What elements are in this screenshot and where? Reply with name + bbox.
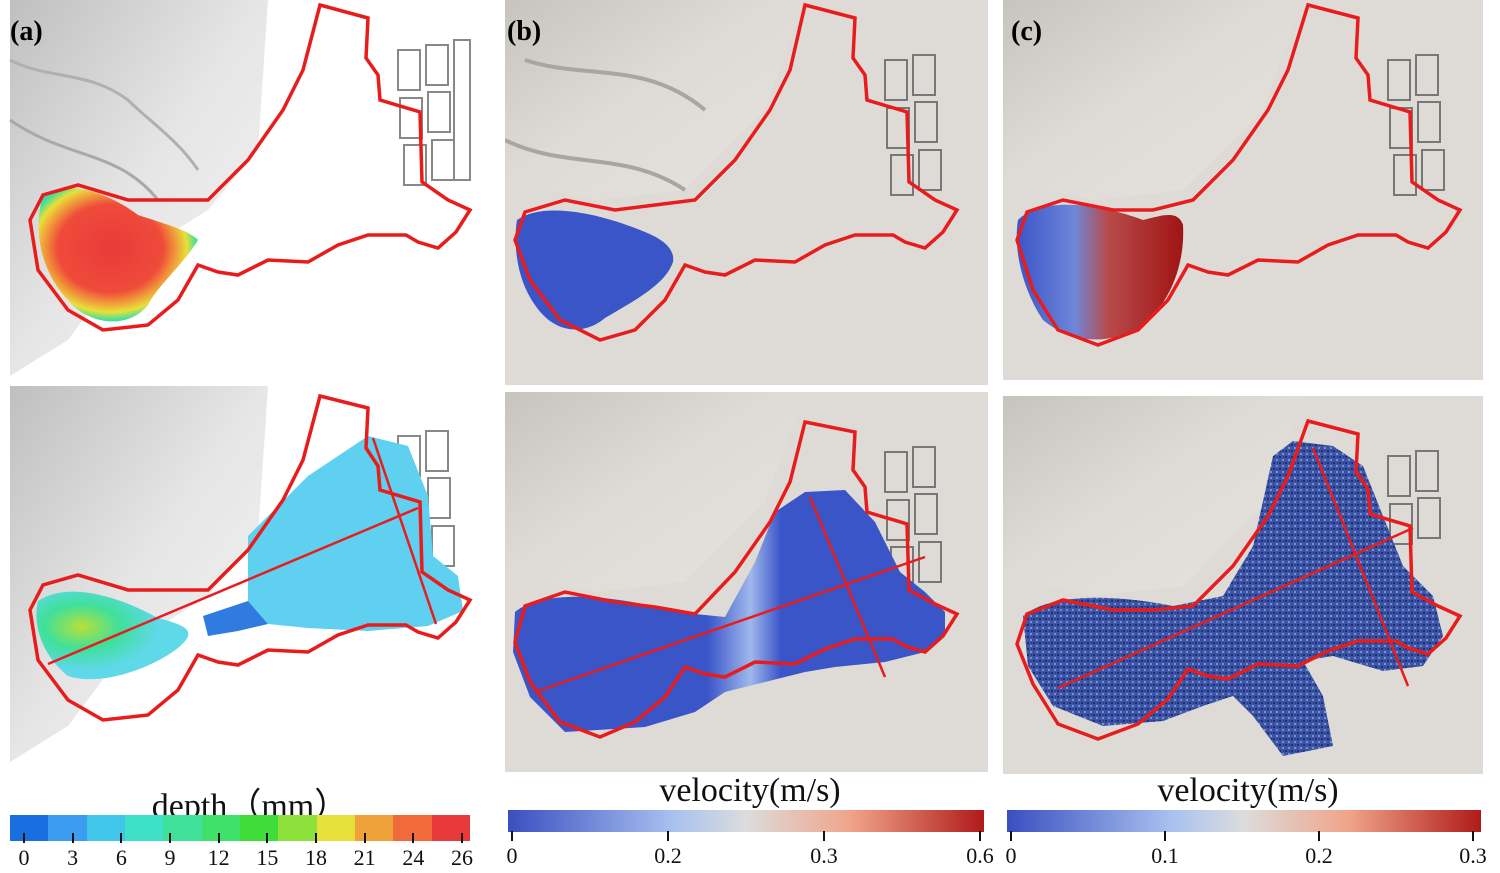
length-axis bbox=[47, 506, 419, 666]
ridge-line bbox=[524, 58, 707, 112]
colorbar-tick-mark bbox=[1164, 831, 1166, 841]
colorbar-tick-label: 0 bbox=[1005, 843, 1017, 868]
boundary-outline bbox=[513, 419, 960, 739]
velocity-field bbox=[1023, 441, 1443, 756]
colorbar-tick-mark bbox=[266, 833, 269, 843]
ridge-line bbox=[9, 58, 200, 171]
colorbar-tick-label: 0.1 bbox=[1151, 843, 1179, 868]
panel-b-label: (b) bbox=[507, 16, 542, 47]
panel-b-bottom-map bbox=[505, 392, 988, 772]
colorbar-tick-mark bbox=[461, 833, 463, 843]
width-axis bbox=[371, 437, 438, 625]
depth-colorbar-swatch bbox=[10, 815, 49, 841]
terrain-shading bbox=[505, 392, 805, 592]
terrain-shading bbox=[1003, 0, 1303, 200]
boundary-outline bbox=[1015, 418, 1463, 741]
depth-colorbar-swatch bbox=[316, 815, 355, 841]
panel-b-top-map bbox=[505, 0, 988, 385]
colorbar-tick-mark bbox=[71, 833, 74, 843]
depth-colorbar-swatch bbox=[201, 815, 240, 841]
colorbar-tick-mark bbox=[315, 833, 317, 843]
colorbar-tick-label: 6 bbox=[115, 845, 127, 870]
colorbar-tick-label: 3 bbox=[67, 845, 79, 870]
panel-a-top-map bbox=[9, 0, 480, 376]
colorbar-tick-mark bbox=[823, 831, 825, 841]
colorbar-tick-label: 0.2 bbox=[654, 843, 682, 868]
colorbar-tick-label: 15 bbox=[256, 845, 279, 870]
panel-c: (c) bbox=[1003, 0, 1493, 774]
panel-a-bottom-map bbox=[10, 386, 480, 762]
depth-colorbar-swatch bbox=[278, 815, 317, 841]
colorbar-tick-mark bbox=[1472, 831, 1474, 841]
velocity-b-colorbar-title: velocity(m/s) bbox=[659, 772, 841, 809]
buildings bbox=[1387, 450, 1441, 545]
depth-colorbar-swatch bbox=[86, 815, 125, 841]
colorbar-tick-label: 0.3 bbox=[1459, 843, 1487, 868]
buildings bbox=[397, 39, 471, 186]
flow-depth-area bbox=[203, 601, 268, 636]
terrain-shading bbox=[1003, 396, 1303, 596]
velocity-b-colorbar bbox=[508, 810, 984, 832]
ridge-line bbox=[9, 118, 160, 201]
colorbar-tick-label: 26 bbox=[451, 845, 473, 870]
terrain-shading bbox=[505, 0, 805, 200]
velocity-field bbox=[513, 490, 945, 732]
colorbar-tick-mark bbox=[23, 833, 25, 843]
colorbar-tick-label: 0 bbox=[506, 843, 518, 868]
colorbar-tick-mark bbox=[363, 833, 366, 843]
panel-c-top-map bbox=[1003, 0, 1483, 380]
depth-colorbar-swatch bbox=[431, 815, 470, 841]
length-axis bbox=[534, 555, 926, 694]
panel-a: (a) bbox=[8, 0, 480, 770]
velocity-field bbox=[1016, 204, 1184, 340]
colorbar-tick-mark bbox=[667, 831, 669, 841]
flow-depth-area bbox=[36, 591, 189, 680]
colorbar-tick-mark bbox=[511, 831, 513, 841]
colorbar-tick-mark bbox=[217, 833, 220, 843]
colorbar-tick-label: 21 bbox=[353, 845, 376, 870]
boundary-outline bbox=[28, 2, 473, 332]
colorbar-tick-label: 9 bbox=[164, 845, 176, 870]
boundary-outline bbox=[1015, 2, 1463, 347]
colorbar-tick-label: 0.6 bbox=[966, 843, 994, 868]
colorbar-tick-label: 24 bbox=[402, 845, 425, 870]
colorbar-tick-mark bbox=[120, 833, 123, 843]
colorbar-tick-mark bbox=[169, 833, 171, 843]
velocity-c-colorbar bbox=[1007, 810, 1481, 832]
colorbar-tick-mark bbox=[979, 831, 981, 841]
flow-depth-area bbox=[38, 188, 198, 322]
panel-c-label: (c) bbox=[1011, 16, 1043, 47]
panel-c-bottom-map bbox=[1003, 396, 1483, 774]
ridge-line bbox=[505, 138, 687, 192]
boundary-outline bbox=[513, 2, 960, 342]
colorbar-tick-mark bbox=[1318, 831, 1320, 841]
colorbar-tick-mark bbox=[412, 833, 415, 843]
length-axis bbox=[1057, 526, 1414, 690]
depth-colorbar-swatch bbox=[124, 815, 164, 841]
colorbar-tick-label: 18 bbox=[305, 845, 327, 870]
colorbar-tick-mark bbox=[1010, 831, 1012, 841]
colorbar-tick-label: 0.2 bbox=[1305, 843, 1333, 868]
width-axis bbox=[808, 496, 887, 678]
velocity-c-colorbar-title: velocity(m/s) bbox=[1157, 772, 1339, 809]
colorbar-tick-label: 0.3 bbox=[810, 843, 838, 868]
width-axis bbox=[1311, 447, 1410, 687]
depth-colorbar-swatch bbox=[48, 815, 87, 841]
velocity-field bbox=[515, 210, 674, 330]
boundary-outline bbox=[28, 393, 473, 722]
colorbar-tick-label: 0 bbox=[18, 845, 30, 870]
panel-a-label: (a) bbox=[10, 16, 43, 47]
depth-colorbar-swatch bbox=[239, 815, 279, 841]
panel-b: (b) bbox=[505, 0, 988, 772]
depth-colorbar-swatch bbox=[354, 815, 394, 841]
colorbar-tick-label: 12 bbox=[207, 845, 230, 870]
depth-colorbar bbox=[10, 815, 470, 841]
